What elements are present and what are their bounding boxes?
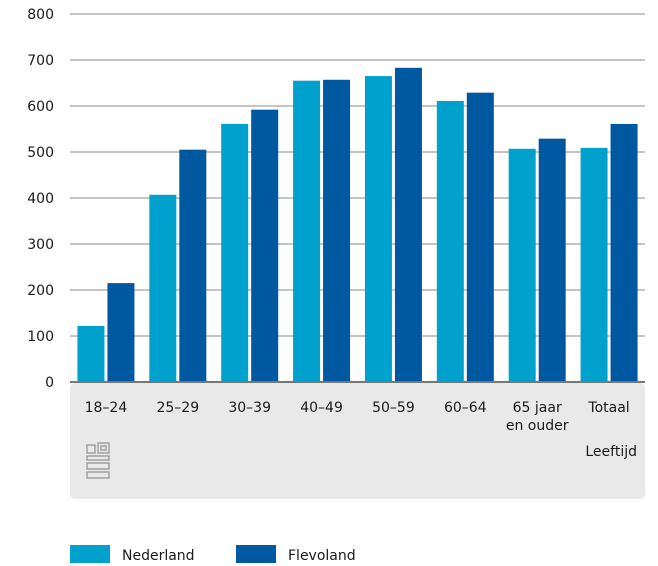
y-tick-label: 200 — [27, 283, 54, 299]
bar-flevoland — [466, 92, 494, 382]
bar-nederland — [293, 80, 321, 382]
bar-flevoland — [323, 79, 351, 382]
y-tick-label: 400 — [27, 191, 54, 207]
x-category-label: 25–29 — [156, 400, 199, 416]
x-category-label: 60–64 — [444, 400, 487, 416]
y-tick-label: 100 — [27, 329, 54, 345]
bar-nederland — [364, 76, 392, 382]
x-category-label: 65 jaar — [513, 400, 562, 416]
y-tick-label: 700 — [27, 53, 54, 69]
bar-flevoland — [179, 149, 207, 382]
legend-swatch-flevoland — [236, 545, 276, 563]
y-tick-label: 0 — [45, 375, 54, 391]
category-axis-panel — [70, 383, 645, 499]
x-axis-categories: 18–24 25–29 30–39 40–49 50–59 60–64 65 jaar en … — [85, 400, 630, 434]
legend-swatch-nederland — [70, 545, 110, 563]
x-category-label: en ouder — [506, 418, 569, 434]
y-tick-label: 800 — [27, 7, 54, 23]
legend-label-nederland: Nederland — [122, 548, 195, 564]
y-tick-label: 500 — [27, 145, 54, 161]
bar-flevoland — [610, 123, 638, 382]
x-category-label: 50–59 — [372, 400, 415, 416]
bar-flevoland — [107, 283, 135, 382]
bar-nederland — [508, 148, 536, 382]
bar-flevoland — [538, 138, 566, 382]
x-category-label: 30–39 — [228, 400, 271, 416]
bar-nederland — [149, 194, 177, 382]
bars — [77, 67, 638, 383]
bar-nederland — [580, 147, 608, 382]
y-tick-label: 300 — [27, 237, 54, 253]
legend: Nederland Flevoland — [70, 545, 356, 564]
y-axis-ticks: 0 100 200 300 400 500 600 700 800 — [27, 7, 54, 391]
bar-flevoland — [394, 67, 422, 382]
bar-nederland — [221, 123, 249, 382]
x-category-label: 18–24 — [85, 400, 128, 416]
cbs-logo — [86, 442, 110, 479]
y-tick-label: 600 — [27, 99, 54, 115]
bar-nederland — [436, 100, 464, 382]
x-axis-label: Leeftijd — [585, 444, 637, 460]
bar-flevoland — [251, 109, 279, 383]
x-category-label: Totaal — [587, 400, 629, 416]
x-category-label: 40–49 — [300, 400, 343, 416]
bar-nederland — [77, 325, 105, 382]
legend-label-flevoland: Flevoland — [288, 548, 356, 564]
